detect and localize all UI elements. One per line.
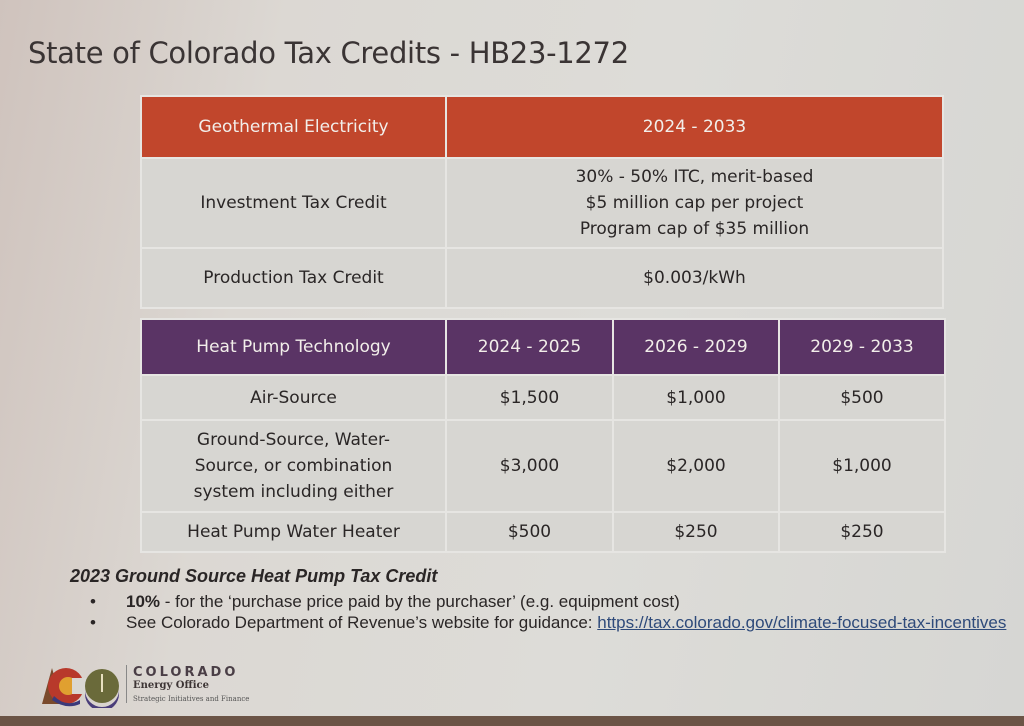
value-line: $5 million cap per project — [585, 193, 804, 213]
cell: $250 — [612, 511, 780, 553]
header-cell: 2029 - 2033 — [778, 318, 946, 376]
slide-title: State of Colorado Tax Credits - HB23-127… — [28, 36, 629, 70]
table-row: Production Tax Credit $0.003/kWh — [140, 247, 944, 309]
row-value: $0.003/kWh — [445, 247, 944, 309]
bullet-bold: 10% — [126, 592, 161, 611]
revenue-link[interactable]: https://tax.colorado.gov/climate-focused… — [597, 613, 1007, 632]
table-row: Investment Tax Credit 30% - 50% ITC, mer… — [140, 157, 944, 249]
cell: $500 — [445, 511, 614, 553]
header-cell: Heat Pump Technology — [140, 318, 447, 376]
table-row: Air-Source $1,500 $1,000 $500 — [140, 374, 946, 421]
cell: $3,000 — [445, 419, 614, 513]
logo-line: COLORADO — [133, 665, 239, 680]
logo-line: Energy Office — [133, 680, 209, 691]
bullet-item: 10% - for the ‘purchase price paid by th… — [90, 591, 1006, 612]
bullet-text: - for the ‘purchase price paid by the pu… — [160, 592, 680, 611]
table-header-row: Heat Pump Technology 2024 - 2025 2026 - … — [140, 318, 946, 376]
table-header-row: Geothermal Electricity 2024 - 2033 — [140, 95, 944, 159]
row-label: Investment Tax Credit — [140, 157, 447, 249]
logo-text: COLORADO Energy Office Strategic Initiat… — [126, 665, 249, 703]
cell: $500 — [778, 374, 946, 421]
header-cell: 2026 - 2029 — [612, 318, 780, 376]
table-row: Ground-Source, Water-Source, or combinat… — [140, 419, 946, 513]
row-label: Air-Source — [140, 374, 447, 421]
row-value: 30% - 50% ITC, merit-based $5 million ca… — [445, 157, 944, 249]
cell: $2,000 — [612, 419, 780, 513]
geothermal-table: Geothermal Electricity 2024 - 2033 Inves… — [140, 95, 944, 309]
row-label: Ground-Source, Water-Source, or combinat… — [140, 419, 447, 513]
row-label: Heat Pump Water Heater — [140, 511, 447, 553]
cell: $1,500 — [445, 374, 614, 421]
notes-section: 2023 Ground Source Heat Pump Tax Credit … — [70, 566, 1006, 633]
value-line: 30% - 50% ITC, merit-based — [575, 167, 814, 187]
colorado-c-logo-icon — [42, 668, 119, 708]
logo-line: Strategic Initiatives and Finance — [133, 695, 250, 703]
bullet-item: See Colorado Department of Revenue’s web… — [90, 612, 1006, 633]
notes-heading: 2023 Ground Source Heat Pump Tax Credit — [70, 566, 438, 586]
row-label: Production Tax Credit — [140, 247, 447, 309]
header-cell: Geothermal Electricity — [140, 95, 447, 159]
value-line: Program cap of $35 million — [579, 219, 810, 239]
cell: $250 — [778, 511, 946, 553]
heat-pump-table: Heat Pump Technology 2024 - 2025 2026 - … — [140, 318, 946, 553]
header-cell: 2024 - 2033 — [445, 95, 944, 159]
bullet-text: See Colorado Department of Revenue’s web… — [126, 613, 598, 632]
cell: $1,000 — [612, 374, 780, 421]
cell: $1,000 — [778, 419, 946, 513]
table-row: Heat Pump Water Heater $500 $250 $250 — [140, 511, 946, 553]
colorado-energy-office-logo: COLORADO Energy Office Strategic Initiat… — [40, 660, 249, 708]
screen-bottom-edge — [0, 716, 1024, 726]
header-cell: 2024 - 2025 — [445, 318, 614, 376]
